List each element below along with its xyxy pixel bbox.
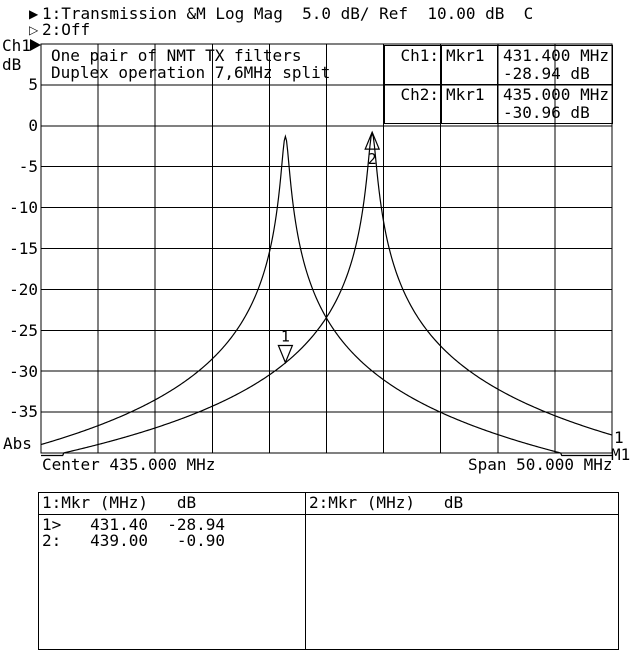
ch2-marker-name: Mkr1 [442, 85, 498, 123]
data-trace-number-label: 1 [614, 428, 624, 447]
y-axis-unit-label: dB [2, 55, 22, 74]
marker-table-ch1-header: 1:Mkr (MHz) dB [39, 493, 305, 515]
trace-marker-2-label: 2 [368, 150, 377, 168]
y-tick-label: -35 [9, 402, 38, 421]
trace-marker-1-label: 1 [281, 328, 290, 346]
inactive-channel-marker-icon: ▷ [29, 23, 39, 37]
y-tick-label: 0 [28, 116, 38, 135]
marker-value-table: 1:Mkr (MHz) dB 1> 431.40 -28.94 2: 439.0… [38, 492, 619, 650]
y-tick-label: -10 [9, 198, 38, 217]
channel2-measurement-status: 2:Off [42, 20, 91, 39]
marker-table-ch2-panel: 2:Mkr (MHz) dB [306, 493, 618, 649]
marker-table-ch1-rows: 1> 431.40 -28.94 2: 439.00 -0.90 [42, 515, 226, 550]
x-axis-span-label: Span 50.000 MHz [468, 455, 613, 474]
y-tick-label: 5 [28, 75, 38, 94]
ch2-marker-frequency: 435.000 MHz [503, 85, 609, 104]
y-axis-bottom-label: Abs [3, 434, 32, 453]
ch2-marker-value: 435.000 MHz -30.96 dB [498, 85, 612, 123]
x-axis-center-label: Center 435.000 MHz [42, 455, 216, 474]
ch1-marker-frequency: 431.400 MHz [503, 46, 609, 65]
y-tick-label: -20 [9, 280, 38, 299]
y-tick-label: -15 [9, 239, 38, 258]
ch1-marker-value: 431.400 MHz -28.94 dB [498, 46, 612, 84]
marker-readout-box: Ch1: Mkr1 431.400 MHz -28.94 dB Ch2: Mkr1… [384, 45, 613, 124]
marker-table-ch2-header: 2:Mkr (MHz) dB [306, 493, 618, 515]
ch2-marker-level: -30.96 dB [503, 103, 590, 122]
ch1-label: Ch1: [385, 46, 442, 84]
annotation-line2: Duplex operation 7,6MHz split [51, 63, 331, 82]
y-axis-channel-label: Ch1 [2, 36, 31, 55]
memory-trace-label: M1 [611, 445, 631, 464]
marker-table-ch1-panel: 1:Mkr (MHz) dB 1> 431.40 -28.94 2: 439.0… [39, 493, 306, 649]
y-tick-label: -25 [9, 321, 38, 340]
channel1-measurement-status: 1:Transmission &M Log Mag 5.0 dB/ Ref 10… [42, 4, 534, 23]
marker-table-ch2-rows [306, 515, 618, 517]
ch2-label: Ch2: [385, 85, 442, 123]
ch1-marker-level: -28.94 dB [503, 64, 590, 83]
annotation-line1: One pair of NMT TX filters [51, 46, 302, 65]
ch1-marker-readout: Ch1: Mkr1 431.400 MHz -28.94 dB [385, 46, 612, 85]
active-channel-marker-icon: ▶ [29, 7, 39, 21]
y-tick-label: -5 [18, 157, 38, 176]
y-tick-label: -30 [9, 362, 38, 381]
ch2-marker-readout: Ch2: Mkr1 435.000 MHz -30.96 dB [385, 85, 612, 123]
ch1-marker-name: Mkr1 [442, 46, 498, 84]
